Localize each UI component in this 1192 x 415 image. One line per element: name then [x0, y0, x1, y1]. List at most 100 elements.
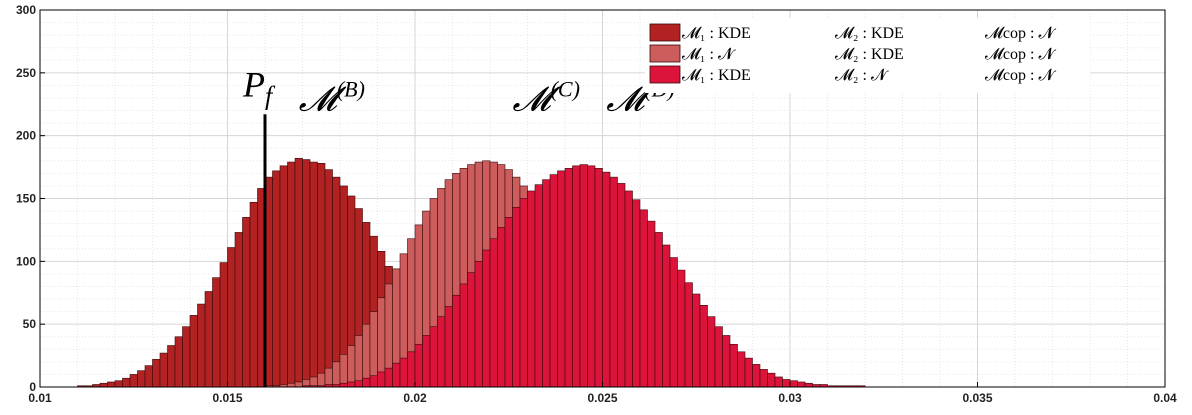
histogram-bar: [452, 294, 461, 388]
legend-entry: 𝓜cop : 𝓝: [985, 67, 1056, 84]
histogram-bar: [122, 377, 131, 388]
histogram-bar: [234, 232, 243, 388]
histogram-bar: [137, 370, 146, 388]
histogram-bar: [339, 354, 348, 388]
histogram-bar: [129, 374, 138, 388]
histogram-bar: [369, 375, 378, 388]
legend: 𝓜₁ : KDE 𝓜₂ : KDE 𝓜cop : 𝓝 𝓜₁ : 𝓝 𝓜₂ : KDE 𝓜c…: [645, 18, 1090, 93]
x-tick-label: 0.015: [212, 391, 242, 405]
histogram-bar: [617, 183, 626, 388]
legend-entry: 𝓜₂ : KDE: [835, 25, 904, 42]
histogram-bar: [467, 272, 476, 388]
histogram-bar: [609, 176, 618, 388]
histogram-bars: [77, 157, 866, 388]
histogram-bar: [212, 277, 221, 388]
legend-entry: 𝓜cop : 𝓝: [985, 46, 1056, 63]
histogram-bar: [362, 377, 371, 388]
histogram-bar: [782, 379, 791, 388]
pf-subscript: f: [265, 81, 276, 110]
histogram-bar: [684, 282, 693, 388]
histogram-bar: [309, 161, 318, 388]
histogram-bar: [219, 262, 228, 388]
histogram-bar: [294, 157, 303, 388]
histogram-bar: [332, 361, 341, 388]
histogram-bar: [182, 326, 191, 388]
histogram-bar: [317, 372, 326, 388]
x-tick-label: 0.01: [28, 391, 52, 405]
histogram-bar: [789, 380, 798, 388]
x-tick-label: 0.04: [1153, 391, 1177, 405]
histogram-bar: [362, 323, 371, 388]
histogram-bar: [527, 190, 536, 388]
histogram-bar: [647, 220, 656, 388]
histogram-bar: [482, 249, 491, 388]
histogram-bar: [722, 335, 731, 388]
histogram-bar: [564, 168, 573, 388]
histogram-bar: [587, 165, 596, 388]
y-tick-label: 100: [16, 254, 36, 268]
x-tick-label: 0.02: [403, 391, 427, 405]
histogram-bar: [444, 306, 453, 388]
histogram-bar: [347, 345, 356, 388]
histogram-bar: [774, 376, 783, 388]
histogram-bar: [159, 352, 168, 388]
histogram-bar: [144, 365, 153, 388]
histogram-bar: [317, 163, 326, 388]
histogram-bar: [549, 174, 558, 388]
histogram-bar: [347, 381, 356, 388]
histogram-bar: [107, 381, 116, 388]
histogram-bar: [489, 238, 498, 388]
histogram-bar: [197, 303, 206, 388]
histogram-bar: [204, 291, 213, 388]
histogram-bar: [152, 359, 161, 388]
histogram-bar: [422, 335, 431, 388]
histogram-bar: [189, 315, 198, 388]
legend-swatch: [649, 44, 681, 63]
histogram-bar: [767, 372, 776, 388]
histogram-bar: [287, 382, 296, 388]
histogram-bar: [99, 382, 108, 388]
histogram-bar: [729, 343, 738, 388]
x-tick-label: 0.025: [587, 391, 617, 405]
histogram-bar: [699, 305, 708, 388]
legend-entry: 𝓜₂ : KDE: [835, 46, 904, 63]
y-tick-label: 250: [16, 66, 36, 80]
histogram-bar: [692, 293, 701, 388]
axis-ticks: 0.01 0.015 0.02 0.025 0.03 0.035 0.04 0 50 100 150…: [16, 3, 1177, 405]
legend-entry: 𝓜₁ : KDE: [682, 67, 751, 84]
histogram-bar: [579, 164, 588, 388]
histogram-bar: [639, 209, 648, 388]
histogram-bar: [324, 169, 333, 388]
histogram-bar: [114, 380, 123, 388]
histogram-bar: [459, 283, 468, 388]
histogram-bar: [174, 336, 183, 388]
legend-entry: 𝓜₂ : 𝓝: [835, 67, 889, 84]
x-tick-label: 0.03: [778, 391, 802, 405]
histogram-bar: [662, 244, 671, 388]
model-label-superscript: (B): [337, 76, 365, 101]
histogram-bar: [332, 176, 341, 388]
legend-entry: 𝓜₁ : KDE: [682, 25, 751, 42]
histogram-bar: [797, 381, 806, 388]
histogram-bar: [752, 364, 761, 388]
histogram-bar: [594, 168, 603, 388]
legend-entry: 𝓜₁ : 𝓝: [682, 46, 736, 63]
histogram-bar: [542, 179, 551, 388]
legend-swatch: [649, 65, 681, 84]
y-tick-label: 150: [16, 192, 36, 206]
histogram-bar: [714, 326, 723, 388]
model-label-superscript: (C): [551, 76, 580, 101]
legend-swatch: [649, 23, 681, 42]
histogram-bar: [744, 357, 753, 388]
histogram-bar: [287, 161, 296, 388]
y-tick-label: 50: [23, 317, 37, 331]
histogram-bar: [512, 206, 521, 388]
histogram-bar: [669, 257, 678, 388]
histogram-bar: [339, 382, 348, 388]
histogram-bar: [354, 335, 363, 388]
histogram-bar: [167, 345, 176, 388]
histogram-bar: [324, 367, 333, 388]
histogram-bar: [474, 261, 483, 388]
histogram-bar: [302, 159, 311, 388]
